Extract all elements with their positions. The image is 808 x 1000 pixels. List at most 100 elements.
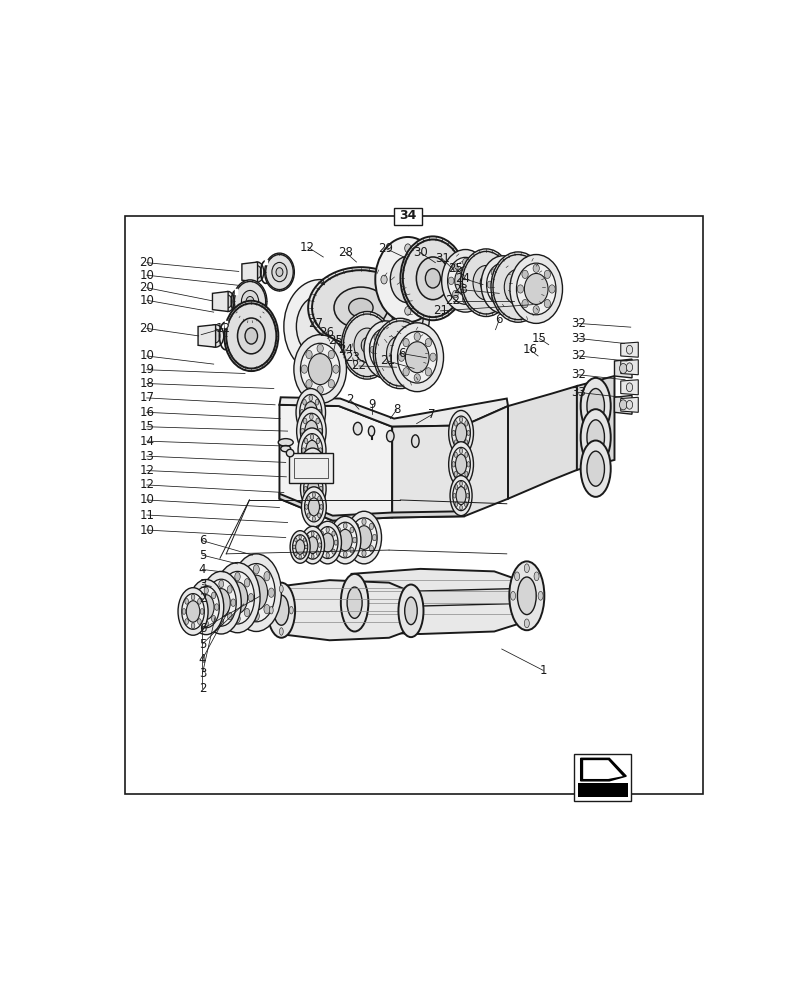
Ellipse shape	[303, 467, 306, 473]
Ellipse shape	[264, 253, 294, 291]
Ellipse shape	[448, 410, 473, 456]
Ellipse shape	[307, 513, 310, 518]
Ellipse shape	[201, 571, 242, 634]
Ellipse shape	[342, 312, 393, 379]
Ellipse shape	[332, 549, 335, 554]
Ellipse shape	[318, 540, 321, 545]
Ellipse shape	[296, 389, 326, 436]
Ellipse shape	[306, 495, 309, 500]
Ellipse shape	[280, 446, 291, 452]
Ellipse shape	[461, 249, 511, 317]
Ellipse shape	[545, 270, 550, 278]
Ellipse shape	[274, 595, 289, 625]
Ellipse shape	[416, 257, 449, 300]
Ellipse shape	[351, 534, 356, 541]
Ellipse shape	[313, 492, 315, 497]
Ellipse shape	[301, 413, 322, 449]
Ellipse shape	[326, 553, 330, 558]
Ellipse shape	[212, 592, 216, 599]
Text: 10: 10	[139, 349, 154, 362]
Ellipse shape	[337, 547, 340, 553]
Ellipse shape	[319, 486, 322, 491]
Ellipse shape	[347, 587, 362, 618]
Ellipse shape	[316, 438, 319, 444]
Ellipse shape	[235, 572, 240, 581]
Text: 17: 17	[139, 391, 154, 404]
Text: 16: 16	[523, 343, 537, 356]
Ellipse shape	[244, 608, 250, 617]
Ellipse shape	[299, 555, 301, 559]
Ellipse shape	[347, 511, 381, 564]
Ellipse shape	[448, 257, 483, 304]
Ellipse shape	[328, 380, 335, 388]
Ellipse shape	[375, 321, 425, 386]
Text: 30: 30	[413, 246, 427, 259]
Text: 6: 6	[199, 534, 206, 547]
Polygon shape	[280, 494, 464, 521]
Ellipse shape	[280, 628, 284, 635]
Ellipse shape	[320, 504, 323, 509]
Ellipse shape	[581, 441, 611, 497]
Ellipse shape	[368, 426, 375, 436]
Ellipse shape	[465, 485, 467, 490]
Ellipse shape	[244, 579, 250, 587]
Ellipse shape	[198, 619, 201, 624]
Ellipse shape	[353, 537, 356, 543]
Ellipse shape	[251, 262, 263, 282]
Ellipse shape	[493, 255, 543, 320]
Ellipse shape	[393, 358, 398, 365]
Ellipse shape	[350, 547, 354, 553]
Ellipse shape	[455, 267, 476, 295]
Ellipse shape	[397, 346, 402, 353]
Text: 15: 15	[532, 332, 547, 345]
Text: 25: 25	[328, 334, 343, 347]
Text: 12: 12	[139, 464, 154, 477]
Ellipse shape	[394, 345, 406, 362]
Polygon shape	[213, 291, 228, 312]
Ellipse shape	[620, 400, 627, 410]
Ellipse shape	[452, 481, 469, 511]
Ellipse shape	[452, 430, 455, 436]
Ellipse shape	[319, 467, 322, 473]
Ellipse shape	[386, 336, 415, 371]
Ellipse shape	[219, 580, 224, 588]
Ellipse shape	[460, 475, 462, 481]
Ellipse shape	[376, 337, 396, 363]
Ellipse shape	[491, 269, 496, 276]
Ellipse shape	[242, 290, 259, 313]
Ellipse shape	[289, 606, 293, 614]
Bar	[294, 458, 328, 478]
Ellipse shape	[297, 407, 326, 455]
Ellipse shape	[303, 399, 306, 405]
Ellipse shape	[473, 290, 478, 298]
Ellipse shape	[370, 346, 376, 353]
Text: 19: 19	[139, 363, 154, 376]
Ellipse shape	[354, 328, 381, 363]
Ellipse shape	[405, 597, 417, 625]
Text: 9: 9	[368, 398, 375, 411]
Ellipse shape	[305, 440, 318, 461]
Ellipse shape	[231, 599, 236, 606]
Ellipse shape	[510, 255, 562, 323]
Ellipse shape	[312, 499, 315, 504]
Ellipse shape	[465, 452, 468, 457]
Text: 13: 13	[139, 450, 154, 463]
Polygon shape	[355, 588, 527, 608]
Ellipse shape	[374, 334, 379, 341]
Ellipse shape	[318, 428, 322, 434]
Ellipse shape	[351, 518, 377, 557]
Ellipse shape	[504, 269, 532, 305]
Ellipse shape	[322, 533, 334, 552]
Ellipse shape	[510, 269, 515, 276]
Ellipse shape	[303, 538, 305, 542]
Ellipse shape	[405, 244, 411, 253]
Text: 22: 22	[445, 294, 461, 307]
Ellipse shape	[312, 474, 315, 479]
Ellipse shape	[626, 383, 633, 392]
Text: 6: 6	[495, 313, 503, 326]
Ellipse shape	[362, 550, 366, 556]
Ellipse shape	[491, 293, 496, 300]
Ellipse shape	[587, 389, 604, 424]
Text: 20: 20	[139, 256, 154, 269]
Ellipse shape	[318, 495, 320, 500]
